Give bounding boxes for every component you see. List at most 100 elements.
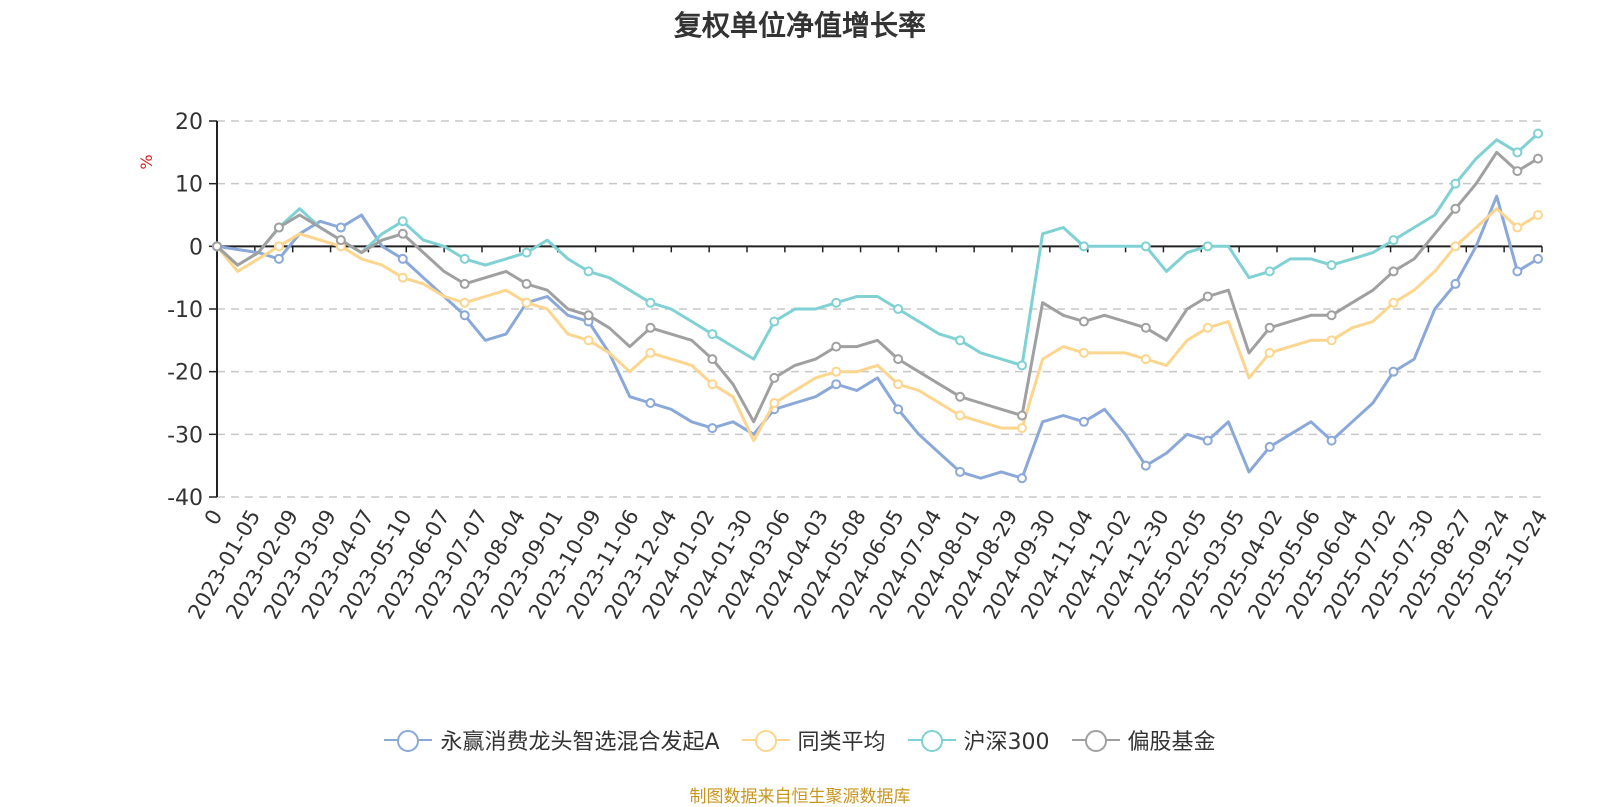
data-point[interactable] bbox=[1388, 235, 1399, 246]
data-point[interactable] bbox=[397, 253, 408, 264]
data-point[interactable] bbox=[1264, 322, 1275, 333]
data-point[interactable] bbox=[583, 310, 594, 321]
data-point[interactable] bbox=[1140, 354, 1151, 365]
data-point[interactable] bbox=[1202, 435, 1213, 446]
data-point[interactable] bbox=[1202, 291, 1213, 302]
data-point[interactable] bbox=[521, 247, 532, 258]
data-point[interactable] bbox=[769, 316, 780, 327]
x-tick-label: 0 bbox=[200, 506, 227, 530]
data-point[interactable] bbox=[1016, 423, 1027, 434]
data-point[interactable] bbox=[273, 253, 284, 264]
data-point[interactable] bbox=[397, 228, 408, 239]
data-point[interactable] bbox=[1533, 210, 1543, 220]
legend-swatch-icon bbox=[1071, 730, 1120, 752]
data-point[interactable] bbox=[1078, 416, 1089, 427]
data-point[interactable] bbox=[707, 329, 718, 340]
data-point[interactable] bbox=[1326, 310, 1337, 321]
data-point[interactable] bbox=[459, 310, 470, 321]
data-point[interactable] bbox=[769, 372, 780, 383]
data-point[interactable] bbox=[1202, 241, 1213, 252]
data-point[interactable] bbox=[1533, 153, 1543, 164]
data-point[interactable] bbox=[1450, 241, 1461, 252]
data-point[interactable] bbox=[1326, 335, 1337, 346]
data-point[interactable] bbox=[831, 341, 842, 352]
data-point[interactable] bbox=[459, 278, 470, 289]
data-point[interactable] bbox=[1078, 241, 1089, 252]
data-point[interactable] bbox=[1388, 297, 1399, 308]
data-point[interactable] bbox=[1533, 253, 1543, 264]
data-point[interactable] bbox=[1512, 147, 1523, 158]
data-point[interactable] bbox=[1450, 178, 1461, 189]
data-point[interactable] bbox=[459, 253, 470, 264]
data-point[interactable] bbox=[1140, 241, 1151, 252]
data-point[interactable] bbox=[831, 297, 842, 308]
data-point[interactable] bbox=[831, 366, 842, 377]
data-point[interactable] bbox=[1016, 473, 1027, 484]
legend-swatch-icon bbox=[741, 730, 790, 752]
data-point[interactable] bbox=[645, 297, 656, 308]
data-point[interactable] bbox=[583, 266, 594, 277]
data-point[interactable] bbox=[1140, 322, 1151, 333]
data-point[interactable] bbox=[273, 222, 284, 233]
data-point[interactable] bbox=[1264, 266, 1275, 277]
legend-label: 永赢消费龙头智选混合发起A bbox=[440, 730, 720, 755]
series-line bbox=[215, 207, 1539, 443]
data-point[interactable] bbox=[459, 297, 470, 308]
data-point[interactable] bbox=[1016, 360, 1027, 371]
data-point[interactable] bbox=[1450, 203, 1461, 214]
data-point[interactable] bbox=[335, 235, 346, 246]
data-point[interactable] bbox=[583, 335, 594, 346]
legend: 永赢消费龙头智选混合发起A 同类平均 沪深300 偏股基金 bbox=[0, 724, 1600, 756]
data-point[interactable] bbox=[1078, 347, 1089, 358]
data-point[interactable] bbox=[1016, 410, 1027, 421]
series-3 bbox=[212, 150, 1543, 424]
y-tick-label: 10 bbox=[175, 173, 203, 198]
data-point[interactable] bbox=[1140, 460, 1151, 471]
legend-item[interactable]: 永赢消费龙头智选混合发起A bbox=[384, 724, 720, 756]
data-point[interactable] bbox=[1326, 260, 1337, 271]
data-point[interactable] bbox=[1202, 322, 1213, 333]
data-point[interactable] bbox=[707, 354, 718, 365]
data-point[interactable] bbox=[1326, 435, 1337, 446]
data-point[interactable] bbox=[1388, 266, 1399, 277]
data-point[interactable] bbox=[893, 404, 904, 415]
data-point[interactable] bbox=[955, 391, 966, 402]
data-point[interactable] bbox=[645, 347, 656, 358]
series-line bbox=[215, 150, 1539, 424]
data-point[interactable] bbox=[893, 379, 904, 390]
series-1 bbox=[212, 207, 1543, 443]
y-tick-label: 0 bbox=[189, 235, 203, 260]
data-point[interactable] bbox=[955, 466, 966, 477]
data-point[interactable] bbox=[521, 278, 532, 289]
data-point[interactable] bbox=[1512, 166, 1523, 177]
data-point[interactable] bbox=[1512, 222, 1523, 233]
legend-item[interactable]: 偏股基金 bbox=[1071, 724, 1216, 756]
data-point[interactable] bbox=[273, 241, 284, 252]
data-point[interactable] bbox=[1512, 266, 1523, 277]
data-point[interactable] bbox=[521, 297, 532, 308]
legend-item[interactable]: 沪深300 bbox=[907, 724, 1050, 756]
data-point[interactable] bbox=[955, 410, 966, 421]
data-point[interactable] bbox=[893, 304, 904, 314]
y-tick-label: -40 bbox=[167, 486, 203, 511]
data-point[interactable] bbox=[1264, 347, 1275, 358]
data-point[interactable] bbox=[769, 398, 780, 408]
data-point[interactable] bbox=[1533, 128, 1543, 139]
series-0 bbox=[212, 194, 1543, 484]
data-point[interactable] bbox=[707, 379, 718, 390]
data-point[interactable] bbox=[645, 398, 656, 408]
data-point[interactable] bbox=[335, 222, 346, 233]
data-point[interactable] bbox=[397, 272, 408, 283]
data-point[interactable] bbox=[707, 423, 718, 434]
data-point[interactable] bbox=[397, 216, 408, 227]
data-point[interactable] bbox=[893, 354, 904, 365]
data-point[interactable] bbox=[1388, 366, 1399, 377]
legend-item[interactable]: 同类平均 bbox=[741, 724, 886, 756]
data-point[interactable] bbox=[1078, 316, 1089, 327]
data-point[interactable] bbox=[1264, 441, 1275, 452]
data-point[interactable] bbox=[1450, 278, 1461, 289]
data-point[interactable] bbox=[955, 335, 966, 346]
data-point[interactable] bbox=[831, 379, 842, 390]
data-point[interactable] bbox=[212, 241, 222, 252]
data-point[interactable] bbox=[645, 322, 656, 333]
